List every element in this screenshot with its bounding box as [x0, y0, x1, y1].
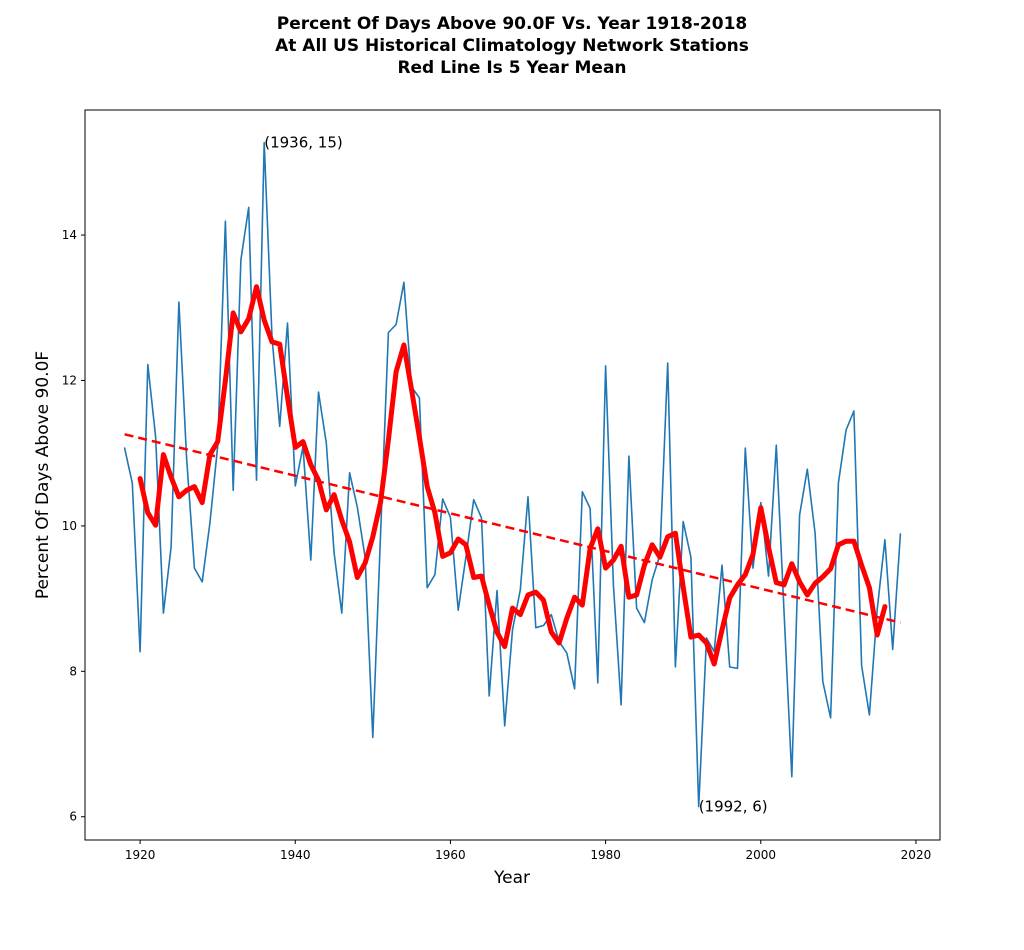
y-tick-label: 12 — [62, 373, 77, 387]
y-tick-label: 6 — [69, 810, 77, 824]
x-axis-label: Year — [493, 868, 530, 888]
y-tick-label: 8 — [69, 664, 77, 678]
series-layer — [123, 141, 902, 808]
x-tick-label: 2020 — [901, 848, 932, 862]
x-tick-label: 2000 — [746, 848, 777, 862]
plot-frame — [84, 109, 941, 841]
title-line-1: Percent Of Days Above 90.0F Vs. Year 191… — [277, 14, 747, 34]
x-tick-label: 1980 — [590, 848, 621, 862]
title-line-2: At All US Historical Climatology Network… — [275, 36, 749, 56]
x-tick-label: 1920 — [125, 848, 156, 862]
y-axis: 6 8 10 12 14 — [62, 228, 85, 824]
chart-title: Percent Of Days Above 90.0F Vs. Year 191… — [275, 14, 749, 78]
annotation-label: (1936, 15) — [264, 134, 343, 152]
title-line-3: Red Line Is 5 Year Mean — [397, 58, 626, 78]
series-line-5-year-mean — [137, 284, 888, 667]
x-tick-label: 1940 — [280, 848, 311, 862]
annotation-layer: (1936, 15) (1992, 6) — [264, 134, 767, 816]
y-tick-label: 10 — [62, 519, 77, 533]
series-line-annual-percent — [123, 141, 902, 808]
y-tick-label: 14 — [62, 228, 77, 242]
x-axis: 1920 1940 1960 1980 2000 2020 — [125, 840, 931, 862]
annotation-label: (1992, 6) — [699, 798, 768, 816]
series-line-linear-trend — [124, 433, 901, 624]
y-axis-label: Percent Of Days Above 90.0F — [33, 351, 53, 599]
x-tick-label: 1960 — [435, 848, 466, 862]
